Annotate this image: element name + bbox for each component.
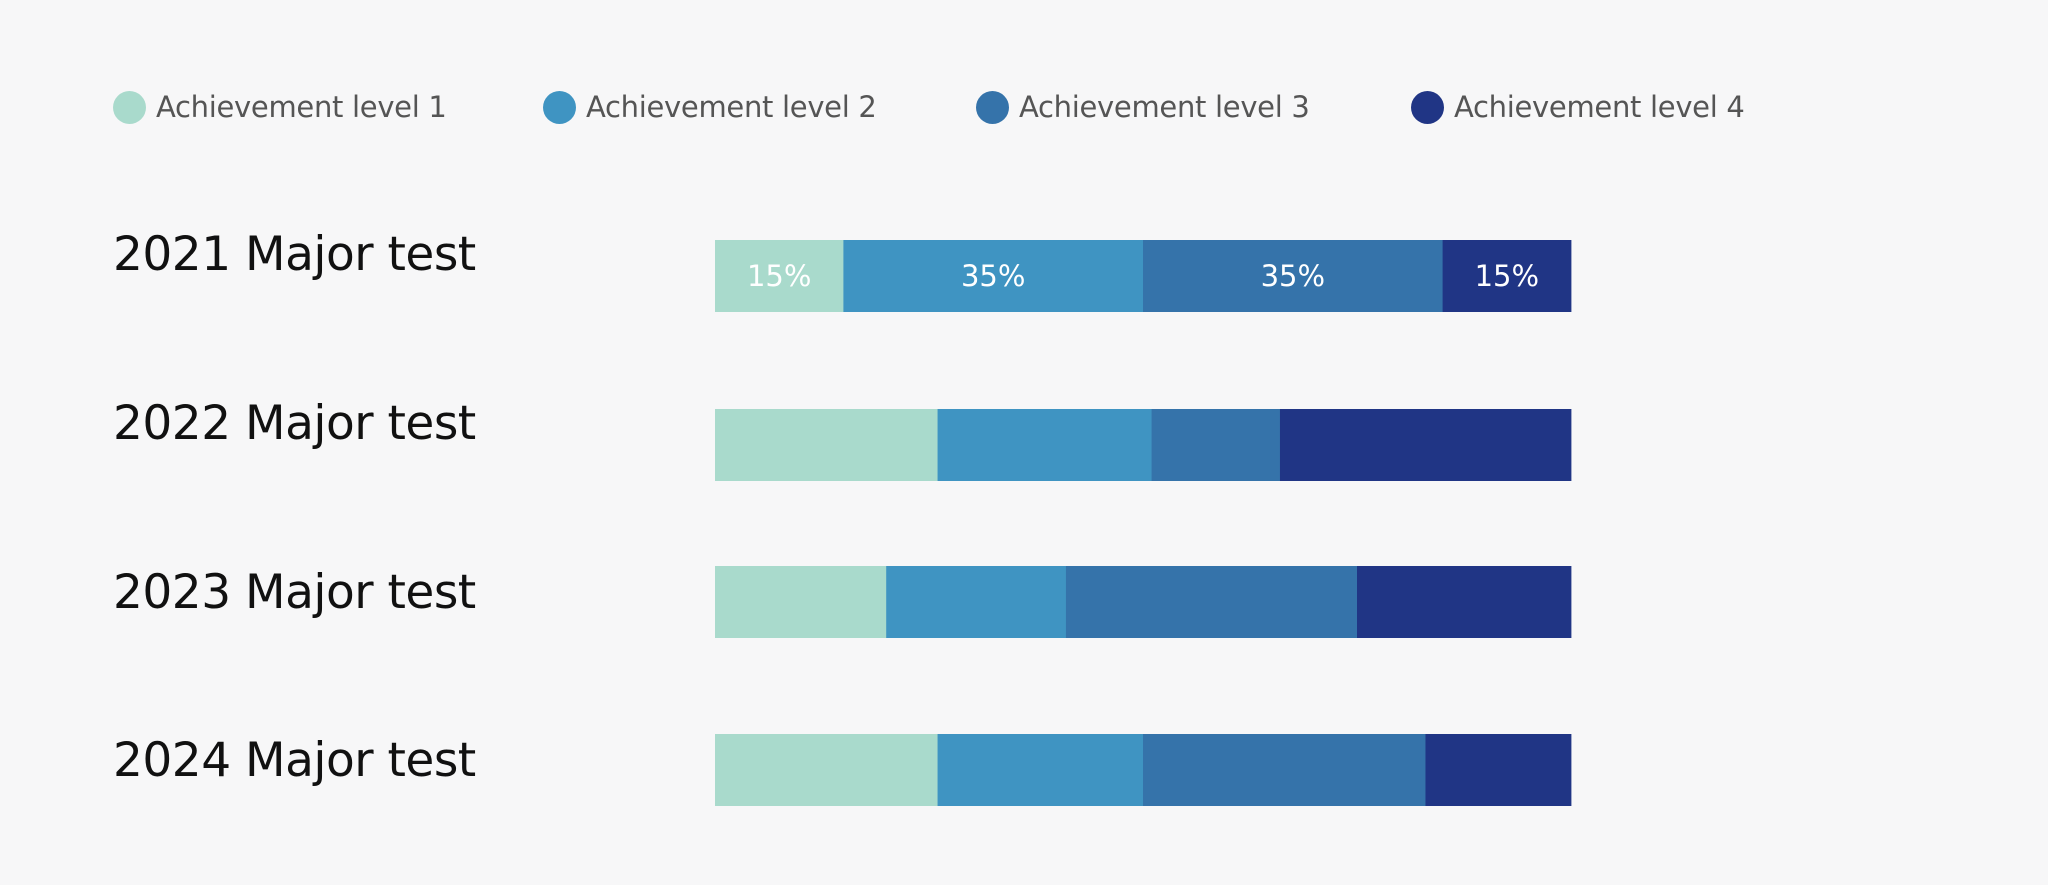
chart-legend: Achievement level 1 Achievement level 2 …: [113, 85, 2013, 129]
bar-segment-2021-level-4: [1442, 240, 1572, 312]
bar-segment-2022-level-1: [715, 409, 938, 481]
bar-segment-2024-level-1: [715, 734, 938, 806]
bar-data-label-2021-level-4: 15%: [1475, 259, 1539, 293]
legend-label-level-3: Achievement level 3: [1019, 90, 1310, 124]
bar-segment-2024-level-2: [937, 734, 1144, 806]
row-label-2021: 2021 Major test: [113, 227, 476, 282]
legend-item-level-2: Achievement level 2: [543, 85, 877, 129]
legend-label-level-4: Achievement level 4: [1454, 90, 1745, 124]
legend-item-level-1: Achievement level 1: [113, 85, 447, 129]
legend-label-level-2: Achievement level 2: [586, 90, 877, 124]
bar-segment-2021-level-3: [1143, 240, 1443, 312]
row-label-2024: 2024 Major test: [113, 733, 476, 788]
legend-swatch-level-3: [976, 90, 1009, 124]
legend-swatch-level-4: [1411, 90, 1444, 124]
legend-item-level-3: Achievement level 3: [976, 85, 1310, 129]
bar-segment-2021-level-2: [843, 240, 1144, 312]
row-label-2022: 2022 Major test: [113, 396, 476, 451]
bar-segment-2022-level-3: [1151, 409, 1281, 481]
legend-item-level-4: Achievement level 4: [1411, 85, 1745, 129]
bar-segment-2022-level-4: [1279, 409, 1572, 481]
bar-segment-2021-level-1: [715, 240, 844, 312]
bar-data-label-2021-level-2: 35%: [961, 259, 1025, 293]
bar-segment-2024-level-4: [1425, 734, 1572, 806]
bar-segment-2023-level-1: [715, 566, 887, 638]
bar-segment-2023-level-4: [1357, 566, 1572, 638]
bar-data-label-2021-level-1: 15%: [747, 259, 811, 293]
row-label-2023: 2023 Major test: [113, 565, 476, 620]
legend-swatch-level-2: [543, 90, 576, 124]
legend-label-level-1: Achievement level 1: [156, 90, 447, 124]
legend-swatch-level-1: [113, 90, 146, 124]
bar-segment-2023-level-2: [886, 566, 1067, 638]
bar-data-label-2021-level-3: 35%: [1261, 259, 1325, 293]
bar-segment-2024-level-3: [1143, 734, 1426, 806]
bar-segment-2022-level-2: [937, 409, 1152, 481]
bar-segment-2023-level-3: [1065, 566, 1358, 638]
